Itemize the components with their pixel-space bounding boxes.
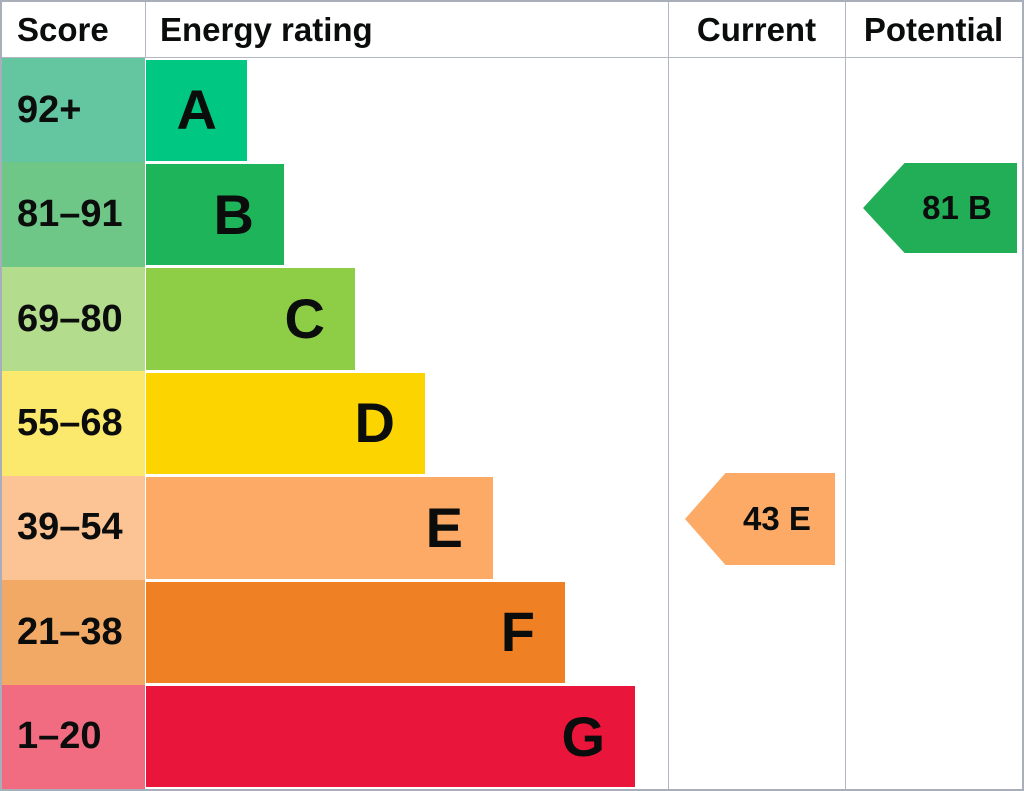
band-row: 55–68 D: [2, 371, 1022, 476]
score-range: 92+: [2, 58, 145, 163]
band-row: 39–54 E: [2, 475, 1022, 581]
header-score: Score: [17, 10, 109, 48]
score-range: 1–20: [2, 684, 145, 789]
score-range: 69–80: [2, 266, 145, 372]
rating-bar: E: [146, 477, 493, 579]
rating-letter: G: [561, 704, 605, 768]
bands-area: 92+ A 81–91 B 69–80 C 55–68 D 39–54: [2, 58, 1022, 789]
rating-letter: F: [500, 600, 535, 664]
rating-bar: A: [146, 59, 247, 161]
header-current: Current: [696, 10, 817, 48]
rating-bar: D: [146, 372, 425, 475]
potential-column-divider: [845, 2, 846, 789]
rating-letter: C: [284, 287, 325, 351]
rating-letter: E: [425, 495, 463, 559]
score-column-divider: [145, 2, 146, 57]
rating-bar: C: [146, 268, 355, 370]
band-row: 92+ A: [2, 58, 1022, 163]
band-row: 21–38 F: [2, 580, 1022, 685]
score-range: 21–38: [2, 580, 145, 685]
rating-bar: G: [146, 686, 635, 788]
header-potential: Potential: [863, 10, 1004, 48]
score-range: 55–68: [2, 371, 145, 476]
score-range: 81–91: [2, 162, 145, 267]
score-range: 39–54: [2, 475, 145, 581]
current-rating-label: 43 E: [743, 500, 811, 537]
rating-letter: D: [354, 391, 395, 455]
current-column-divider: [668, 2, 669, 789]
potential-rating-label: 81 B: [922, 189, 992, 226]
band-row: 69–80 C: [2, 266, 1022, 372]
header-row: Score Energy rating Current Potential: [2, 2, 1022, 58]
band-row: 81–91 B: [2, 162, 1022, 267]
header-energy-rating: Energy rating: [160, 10, 373, 48]
rating-letter: B: [213, 182, 254, 246]
rating-bar: B: [146, 163, 284, 266]
band-row: 1–20 G: [2, 684, 1022, 789]
rating-letter: A: [176, 78, 217, 142]
rating-bar: F: [146, 581, 565, 684]
